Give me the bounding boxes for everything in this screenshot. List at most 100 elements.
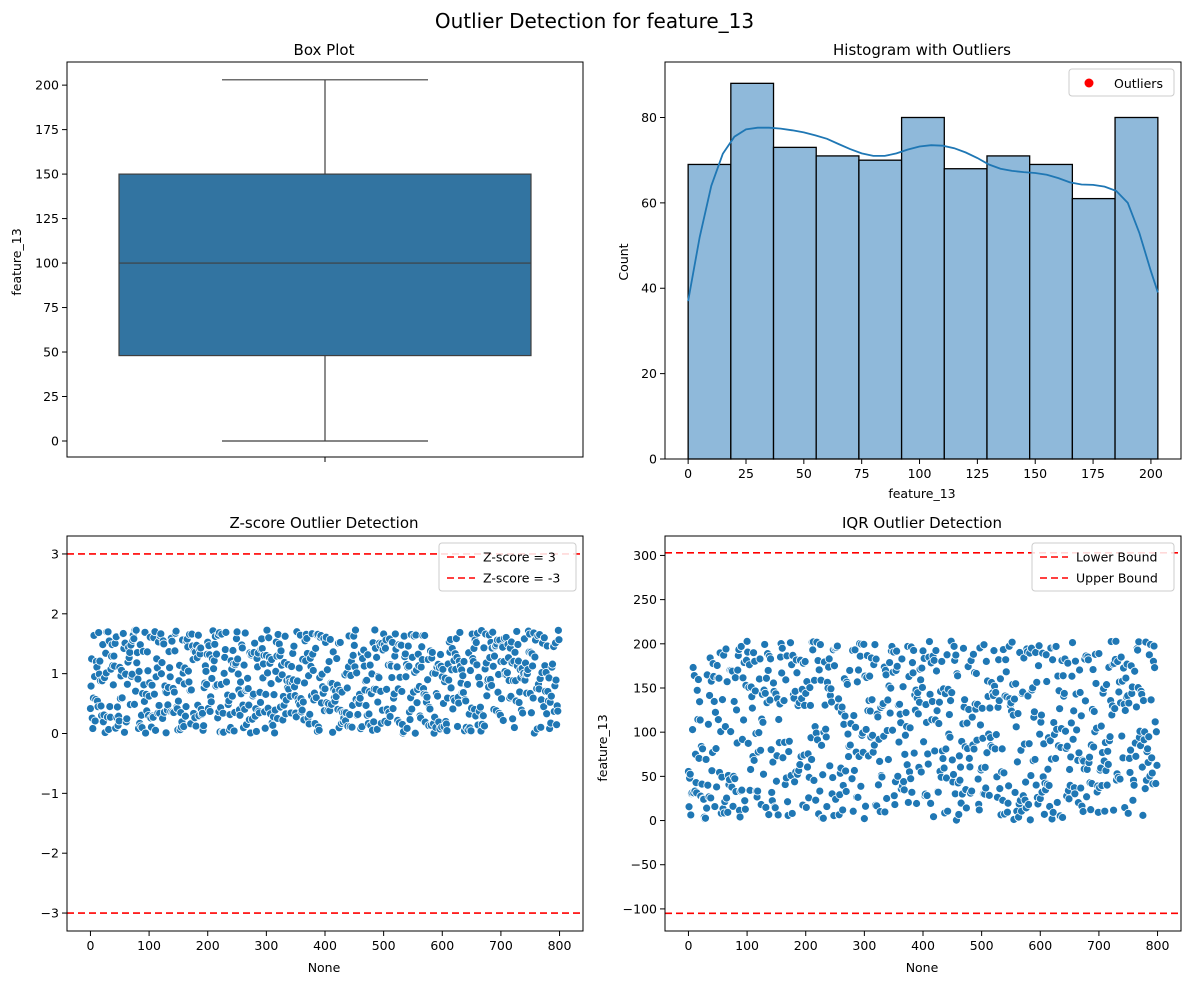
iqr-point [967, 786, 977, 796]
iqr-point [706, 793, 716, 803]
iqr-point [763, 666, 773, 675]
zscore-xtick-label: 100 [137, 938, 161, 953]
iqr-point [838, 805, 848, 815]
zscore-point [453, 722, 462, 731]
iqr-xtick-label: 0 [684, 938, 692, 953]
iqr-ylabel: feature_13 [595, 714, 610, 781]
iqr-point [792, 668, 802, 678]
zscore-point [466, 666, 475, 675]
zscore-point [184, 677, 194, 687]
zscore-point [382, 684, 391, 694]
iqr-point [817, 740, 826, 750]
iqr-point [954, 810, 964, 819]
zscore-point [122, 714, 132, 724]
iqr-point [1151, 779, 1161, 788]
iqr-point [1026, 771, 1036, 780]
zscore-point [311, 693, 321, 703]
iqr-point [849, 711, 859, 720]
zscore-point [347, 722, 357, 732]
zscore-point [212, 649, 221, 659]
iqr-point [774, 715, 784, 724]
iqr-point [941, 744, 951, 754]
iqr-point [931, 646, 941, 655]
iqr-point [777, 643, 787, 653]
zscore-point [497, 694, 506, 704]
iqr-point [1150, 663, 1160, 673]
zscore-point [260, 723, 270, 733]
iqr-point [805, 683, 815, 693]
iqr-point [811, 795, 821, 805]
iqr-point [1055, 704, 1065, 714]
iqr-point [766, 745, 776, 755]
iqr-point [1045, 736, 1055, 746]
iqr-point [1082, 792, 1091, 802]
iqr-point [818, 770, 828, 780]
zscore-legend-label: Z-score = -3 [483, 571, 560, 586]
box-axes-frame [66, 61, 584, 458]
zscore-xtick-label: 0 [86, 938, 94, 953]
iqr-point [1133, 645, 1143, 655]
iqr-point [1116, 652, 1126, 662]
zscore-point [422, 692, 432, 702]
iqr-point [1103, 760, 1113, 769]
box-plot-ylabel: feature_13 [9, 228, 24, 295]
iqr-point [749, 755, 759, 765]
histogram-xtick-label: 100 [908, 466, 932, 481]
zscore-xtick-label: 300 [254, 938, 278, 953]
zscore-point [228, 646, 238, 655]
zscore-point [297, 705, 307, 715]
zscore-point [374, 673, 384, 682]
zscore-point [510, 723, 519, 732]
zscore-point [125, 648, 135, 657]
iqr-point [1065, 765, 1074, 774]
iqr-point [1121, 673, 1131, 683]
iqr-point [1081, 696, 1090, 706]
histogram-panel: Histogram with Outliers feature_13 Count… [616, 41, 1182, 501]
iqr-point [929, 655, 939, 665]
zscore-ytick-label: −3 [41, 906, 59, 921]
iqr-point [888, 725, 897, 735]
histogram-bar [1071, 197, 1116, 460]
zscore-point [466, 726, 476, 736]
iqr-point [918, 683, 927, 692]
iqr-point [908, 668, 918, 678]
iqr-point [868, 730, 877, 740]
iqr-point [1041, 650, 1051, 660]
zscore-point [270, 728, 279, 738]
iqr-point [1125, 768, 1135, 777]
iqr-point [1137, 762, 1147, 772]
iqr-point [847, 774, 857, 784]
iqr-point [865, 671, 875, 681]
zscore-point [482, 691, 492, 701]
zscore-point [120, 727, 129, 737]
iqr-point [730, 774, 740, 784]
iqr-point [1075, 665, 1084, 675]
iqr-point [954, 751, 964, 761]
iqr-point [714, 673, 724, 683]
iqr-point [747, 703, 757, 713]
zscore-point [472, 660, 482, 670]
zscore-point [471, 638, 481, 647]
iqr-point [711, 707, 720, 717]
iqr-point [1023, 691, 1033, 701]
iqr-point [1007, 637, 1017, 647]
zscore-point [277, 670, 287, 680]
zscore-point [372, 652, 382, 662]
iqr-panel: IQR Outlier Detection None feature_13 0 1… [595, 514, 1182, 975]
zscore-point [554, 635, 564, 645]
iqr-legend-label: Lower Bound [1076, 550, 1157, 565]
box-iqr-rect [118, 173, 532, 357]
iqr-point [883, 695, 893, 705]
iqr-point [790, 777, 799, 787]
iqr-point [1001, 655, 1011, 665]
histogram-ytick-label: 20 [641, 366, 657, 381]
iqr-point [821, 724, 831, 734]
zscore-point [123, 679, 132, 689]
iqr-point [1078, 807, 1088, 816]
zscore-point [105, 702, 115, 711]
iqr-point [938, 754, 948, 763]
histogram-kde-line [687, 126, 1159, 302]
zscore-point [147, 680, 157, 690]
iqr-point [688, 725, 697, 735]
iqr-point [969, 744, 979, 754]
